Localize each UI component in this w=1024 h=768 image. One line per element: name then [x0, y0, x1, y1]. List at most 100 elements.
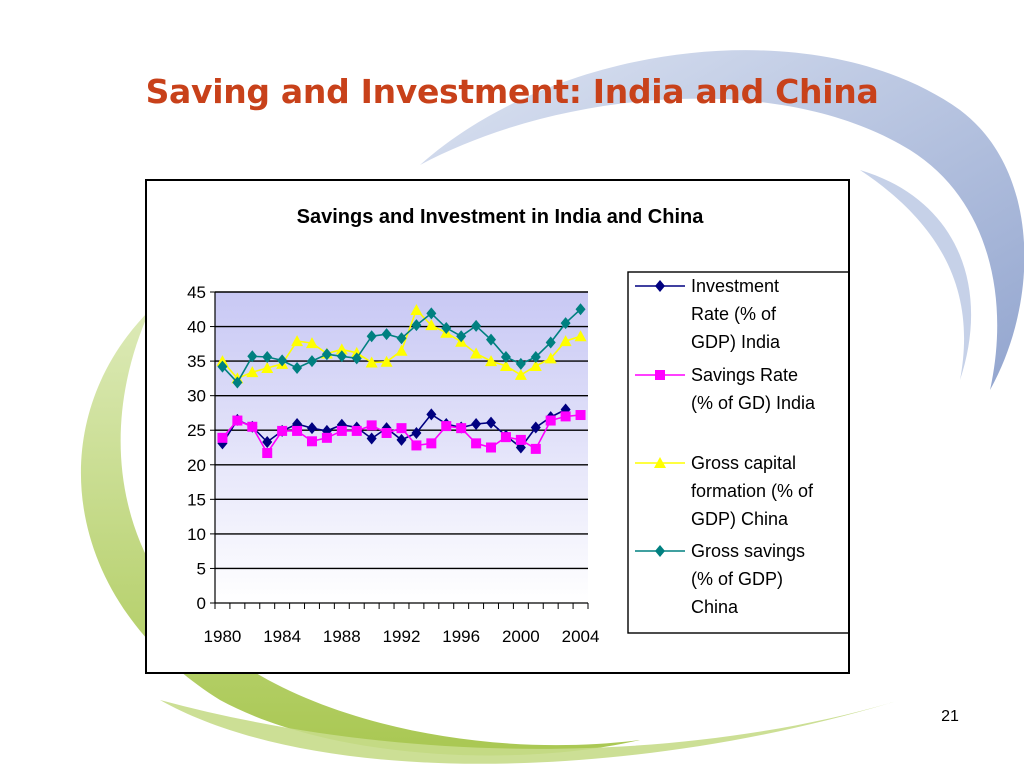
data-point [292, 425, 303, 436]
data-point [514, 368, 527, 380]
data-point [456, 423, 467, 434]
slide-title: Saving and Investment: India and China [145, 72, 879, 111]
legend-label-line: China [691, 597, 739, 617]
legend-label-line: Investment [691, 276, 779, 296]
data-point [321, 348, 332, 361]
chart-title: Savings and Investment in India and Chin… [297, 206, 705, 228]
data-point [545, 336, 556, 349]
data-point [500, 432, 511, 443]
x-tick-label: 1996 [442, 627, 480, 646]
data-point [560, 317, 571, 330]
data-point [262, 435, 273, 448]
data-point [246, 366, 259, 378]
y-tick-label: 30 [187, 387, 206, 406]
data-point [232, 376, 243, 389]
legend-label-line: Gross savings [691, 541, 805, 561]
legend-box [627, 271, 848, 634]
data-point [500, 350, 511, 363]
data-point [335, 343, 348, 355]
data-point [426, 438, 437, 449]
data-point [336, 350, 347, 363]
legend-entry-4: Gross savings (% of GDP) China [635, 541, 805, 617]
data-point [321, 432, 332, 443]
data-point [292, 362, 303, 375]
data-point [262, 350, 273, 363]
y-tick-label: 25 [187, 421, 206, 440]
series-2 [217, 410, 586, 459]
data-point [381, 328, 392, 341]
legend-label-line: GDP) India [691, 332, 781, 352]
legend-label-line: GDP) China [691, 509, 789, 529]
data-point [411, 319, 422, 332]
data-point [559, 335, 572, 347]
data-point [574, 330, 587, 342]
data-point [291, 335, 304, 347]
data-point [380, 355, 393, 367]
data-point [515, 434, 526, 445]
data-point [530, 443, 541, 454]
y-tick-label: 15 [187, 490, 206, 509]
y-tick-label: 40 [187, 318, 206, 337]
legend-label-line: (% of GD) India [691, 393, 816, 413]
data-point [441, 321, 452, 334]
data-point [486, 416, 497, 429]
data-point [305, 337, 318, 349]
x-tick-label: 1984 [263, 627, 301, 646]
data-point [456, 330, 467, 343]
data-point [530, 421, 541, 434]
data-point [232, 415, 243, 426]
data-point [351, 352, 362, 365]
y-tick-label: 10 [187, 525, 206, 544]
data-point [470, 347, 483, 359]
data-point [261, 362, 274, 374]
y-tick-label: 5 [197, 559, 206, 578]
x-tick-label: 2000 [502, 627, 540, 646]
legend-label-line: formation (% of [691, 481, 814, 501]
data-point [486, 442, 497, 453]
legend-entry-1: Investment Rate (% of GDP) India [635, 276, 781, 352]
data-point [441, 421, 452, 432]
data-point [366, 432, 377, 445]
data-point [396, 423, 407, 434]
data-point [277, 354, 288, 367]
data-point [381, 427, 392, 438]
data-point [396, 332, 407, 345]
y-tick-label: 45 [187, 283, 206, 302]
legend-swatch-marker [655, 545, 665, 557]
data-point [306, 355, 317, 368]
data-point [560, 411, 571, 422]
legend-swatch-marker [654, 457, 666, 468]
page-number: 21 [941, 708, 959, 725]
data-point [262, 448, 273, 459]
y-tick-label: 20 [187, 456, 206, 475]
blue-swoosh-inner-arc [860, 170, 972, 380]
data-point [366, 420, 377, 431]
data-point [365, 356, 378, 368]
data-point [575, 410, 586, 421]
legend-label-line: Savings Rate [691, 365, 798, 385]
data-point [411, 440, 422, 451]
legend-entry-2: Savings Rate (% of GD) India [635, 365, 816, 413]
chart-svg: Savings and Investment in India and Chin… [187, 206, 848, 646]
x-tick-label: 1980 [204, 627, 242, 646]
data-point [545, 415, 556, 426]
x-tick-label: 1992 [383, 627, 421, 646]
data-point [336, 425, 347, 436]
data-point [395, 344, 408, 356]
data-point [247, 421, 258, 432]
green-swoosh-bottom-arc [160, 700, 900, 764]
data-point [396, 433, 407, 446]
data-point [247, 350, 258, 363]
x-tick-label: 2004 [562, 627, 600, 646]
legend-label-line: (% of GDP) [691, 569, 783, 589]
data-point [217, 432, 228, 443]
chart-container: Savings and Investment in India and Chin… [145, 179, 850, 674]
data-point [366, 330, 377, 343]
data-point [217, 360, 228, 373]
y-tick-label: 35 [187, 352, 206, 371]
data-point [529, 359, 542, 371]
legend-label-line: Gross capital [691, 453, 796, 473]
legend-swatch-marker [655, 370, 665, 380]
data-point [411, 426, 422, 439]
data-point [306, 422, 317, 435]
